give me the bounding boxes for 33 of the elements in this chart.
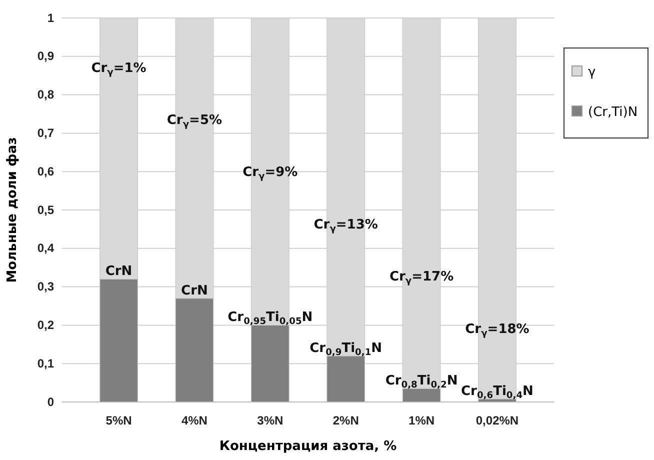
annotation: Cr$_{γ}$=18% [465, 322, 530, 339]
x-tick-label: 4%N [181, 414, 208, 428]
y-tick-label: 0,5 [37, 202, 54, 217]
annotation: Cr$_{0,95}$Ti$_{0,05}$N [228, 310, 313, 327]
y-tick-label: 1 [47, 10, 54, 25]
annotation: Cr$_{γ}$=9% [242, 165, 298, 182]
annotation: Cr$_{γ}$=13% [314, 217, 378, 234]
x-tick-label: 2%N [332, 414, 359, 428]
y-tick-label: 0,6 [37, 164, 54, 178]
annotation: CrN [181, 283, 208, 298]
annotation: Cr$_{0,6}$Ti$_{0,4}$N [461, 384, 534, 401]
annotation: Cr$_{γ}$=5% [166, 112, 222, 130]
x-tick-label: 1%N [408, 414, 435, 428]
y-axis-title: Мольные доли фаз [5, 137, 20, 283]
y-tick-label: 0,4 [37, 241, 54, 256]
y-tick-label: 0 [47, 394, 54, 409]
x-tick-label: 5%N [106, 414, 132, 428]
y-tick-label: 0,9 [37, 49, 54, 64]
annotation: Cr$_{γ}$=1% [91, 60, 146, 78]
y-tick-label: 0,1 [37, 356, 54, 370]
annotation: Cr$_{0,8}$Ti$_{0,2}$N [385, 374, 458, 390]
legend-label: γ [588, 65, 596, 80]
y-tick-label: 0,8 [37, 88, 54, 102]
annotation: Cr$_{0,9}$Ti$_{0,1}$N [310, 340, 382, 358]
legend-label: (Cr,Ti)N [588, 105, 638, 120]
annotation: CrN [105, 264, 132, 280]
y-tick-label: 0,2 [37, 318, 54, 332]
y-tick-label: 0,3 [37, 280, 54, 294]
x-tick-label: 0,02%N [476, 414, 519, 428]
x-axis-title: Концентрация азота, % [219, 439, 397, 454]
y-tick-label: 0,7 [37, 126, 54, 140]
x-tick-label: 3%N [257, 414, 284, 428]
annotation: Cr$_{γ}$=17% [389, 270, 454, 286]
